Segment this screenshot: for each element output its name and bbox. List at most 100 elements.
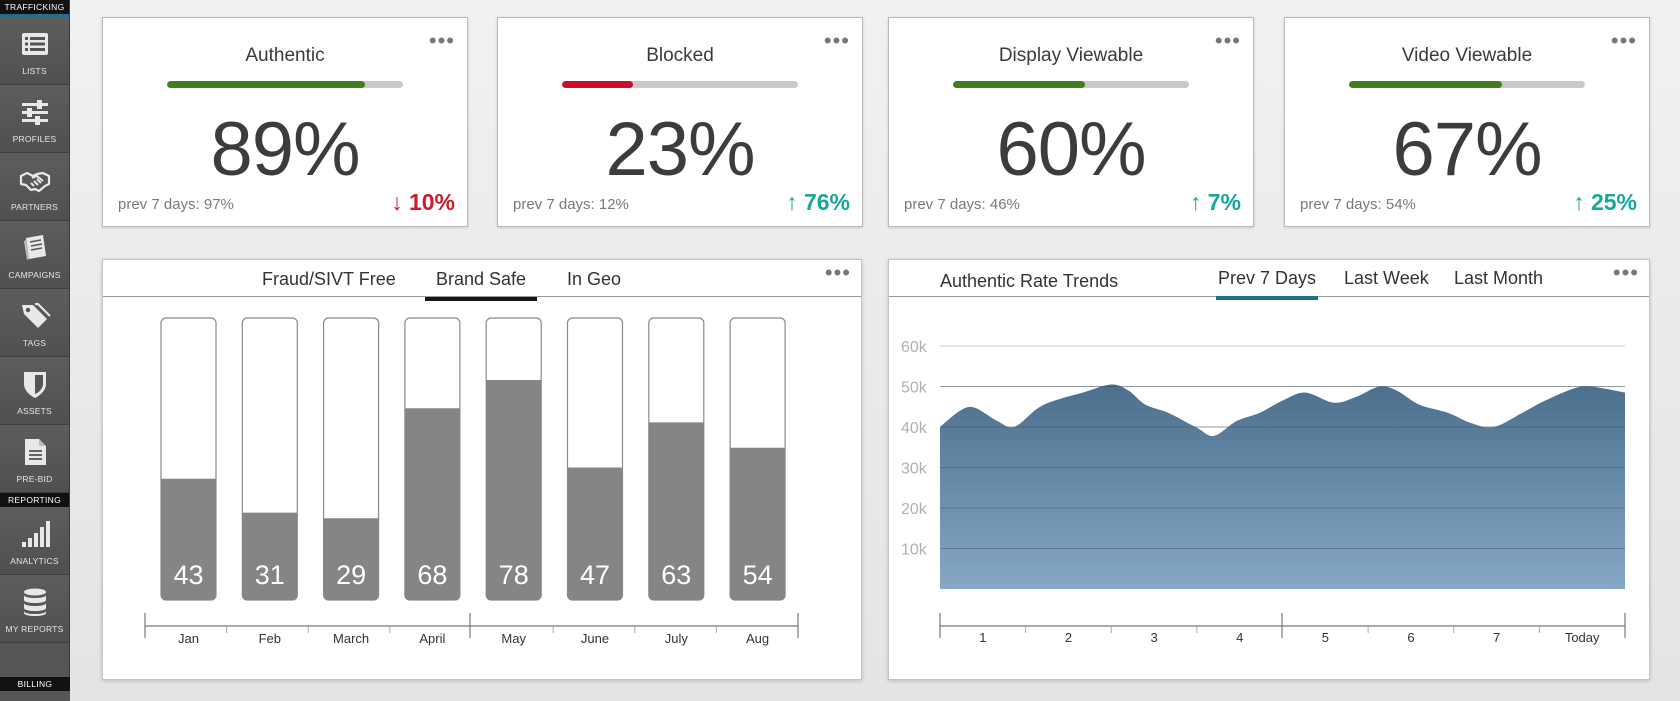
more-options-icon[interactable]: ••• (824, 260, 851, 285)
arrow-icon: ↑ (1189, 189, 1202, 215)
sidebar-item-label: MY REPORTS (5, 624, 64, 634)
sidebar-section-reporting: REPORTING (0, 493, 69, 507)
x-tick-label: Feb (259, 631, 281, 646)
sidebar-item-label: PRE-BID (16, 474, 53, 484)
area-chart: 10k 20k 30k 40k 50k 60k 1 2 3 4 5 6 7 Today (901, 339, 1626, 645)
arrow-icon: ↑ (1573, 189, 1585, 215)
x-tick-label: 5 (1322, 630, 1329, 645)
kpi-delta: ↑ 76% (786, 189, 850, 215)
kpi-previous: prev 7 days: 97% (118, 196, 234, 213)
sidebar-item-partners[interactable]: PARTNERS (0, 153, 69, 221)
sidebar-item-label: PROFILES (12, 134, 57, 144)
handshake-icon (19, 171, 50, 193)
y-tick-label: 20k (901, 501, 928, 518)
x-tick-label: July (665, 631, 689, 646)
x-tick-label: 3 (1150, 630, 1157, 645)
tab-last-week[interactable]: Last Week (1344, 268, 1429, 288)
bar (242, 512, 298, 600)
bar (161, 478, 216, 600)
tab-fraud-sivt-free[interactable]: Fraud/SIVT Free (262, 269, 396, 289)
bar-chart-tabs: Fraud/SIVT Free Brand Safe In Geo (103, 260, 861, 301)
sidebar-footer (0, 691, 70, 701)
kpi-delta: ↓ 10% (391, 189, 455, 215)
document-icon (24, 439, 46, 465)
x-tick-label: March (333, 631, 369, 646)
more-options-icon[interactable]: ••• (1610, 28, 1637, 53)
tab-brand-safe[interactable]: Brand Safe (425, 269, 538, 301)
tags-icon (21, 303, 51, 328)
sidebar-item-label: CAMPAIGNS (8, 270, 61, 280)
bar-value-label: 63 (661, 560, 691, 590)
tab-last-month[interactable]: Last Month (1454, 268, 1544, 288)
more-options-icon[interactable]: ••• (823, 28, 850, 53)
sidebar-item-profiles[interactable]: PROFILES (0, 85, 69, 153)
sidebar-item-pre-bid[interactable]: PRE-BID (0, 425, 69, 493)
bar-value-label: 31 (255, 560, 285, 590)
kpi-previous: prev 7 days: 54% (1300, 196, 1416, 213)
sidebar-item-analytics[interactable]: ANALYTICS (0, 507, 69, 575)
kpi-progress-track (1349, 81, 1585, 88)
kpi-value: 89% (210, 107, 360, 192)
x-tick-label: Aug (746, 631, 769, 646)
sidebar-item-campaigns[interactable]: CAMPAIGNS (0, 221, 69, 289)
kpi-delta: ↑ 25% (1573, 189, 1637, 215)
arrow-icon: ↓ (391, 189, 403, 215)
x-tick-label: April (419, 631, 445, 646)
database-icon (23, 588, 46, 616)
tab-prev-7-days[interactable]: Prev 7 Days (1216, 268, 1319, 300)
kpi-value: 60% (996, 107, 1146, 192)
bar-value-label: 47 (580, 560, 610, 590)
more-options-icon[interactable]: ••• (1214, 28, 1241, 53)
sidebar-item-my-reports[interactable]: MY REPORTS (0, 575, 69, 643)
kpi-card-blocked: Blocked ••• 23% prev 7 days: 12% ↑ 76% (497, 17, 863, 227)
sidebar-item-lists[interactable]: LISTS (0, 17, 69, 85)
bar (648, 422, 704, 600)
y-tick-label: 40k (901, 420, 928, 437)
x-tick-label: 7 (1493, 630, 1500, 645)
bar-value-label: 68 (417, 560, 447, 590)
bar-chart-panel: Fraud/SIVT Free Brand Safe In Geo ••• 43… (102, 259, 862, 680)
x-tick-label: 6 (1407, 630, 1414, 645)
lists-icon (21, 33, 48, 55)
bar-chart: 43 Jan 31 Feb 29 March 68 April 78 May 47 June 63 Jul… (144, 317, 799, 646)
bar-chart-icon (21, 521, 50, 547)
more-options-icon[interactable]: ••• (1612, 260, 1639, 285)
arrow-icon: ↑ (786, 189, 798, 215)
sidebar-item-label: ANALYTICS (10, 556, 59, 566)
sidebar-section-trafficking: TRAFFICKING (0, 0, 69, 17)
kpi-title: Blocked (646, 45, 714, 66)
more-options-icon[interactable]: ••• (428, 28, 455, 53)
trend-chart-panel: Authentic Rate Trends Prev 7 Days Last W… (888, 259, 1650, 680)
sidebar-item-tags[interactable]: TAGS (0, 289, 69, 357)
kpi-title: Authentic (245, 45, 325, 66)
y-tick-label: 50k (901, 380, 928, 397)
kpi-previous: prev 7 days: 46% (904, 196, 1020, 213)
kpi-title: Video Viewable (1401, 45, 1533, 66)
tab-in-geo[interactable]: In Geo (567, 269, 622, 289)
kpi-progress-track (562, 81, 798, 88)
trend-chart-title: Authentic Rate Trends (940, 271, 1119, 291)
trend-chart-tabs: Authentic Rate Trends Prev 7 Days Last W… (889, 260, 1649, 300)
x-tick-label: 2 (1065, 630, 1072, 645)
kpi-progress-track (167, 81, 403, 88)
sidebar-item-assets[interactable]: ASSETS (0, 357, 69, 425)
kpi-card-video-viewable: Video Viewable ••• 67% prev 7 days: 54% … (1284, 17, 1650, 227)
kpi-progress-fill (562, 81, 633, 88)
sidebar-item-label: LISTS (22, 66, 47, 76)
sidebar-item-label: ASSETS (17, 406, 52, 416)
kpi-card-authentic: Authentic ••• 89% prev 7 days: 97% ↓ 10% (102, 17, 468, 227)
kpi-value: 67% (1392, 107, 1542, 192)
campaigns-icon (23, 235, 46, 260)
kpi-progress-fill (1349, 81, 1503, 88)
bar-value-label: 54 (743, 560, 773, 590)
x-tick-label: May (501, 631, 526, 646)
y-tick-label: 30k (901, 461, 928, 478)
shield-icon (23, 372, 46, 398)
bar-value-label: 78 (499, 560, 529, 590)
y-tick-label: 60k (901, 339, 928, 356)
sidebar: TRAFFICKING LISTS PROFILES PARTNERS CAMP… (0, 0, 70, 701)
x-tick-label: 1 (979, 630, 986, 645)
x-tick-label: June (581, 631, 609, 646)
sidebar-item-label: PARTNERS (10, 202, 59, 212)
kpi-delta: ↑ 7% (1189, 189, 1241, 215)
